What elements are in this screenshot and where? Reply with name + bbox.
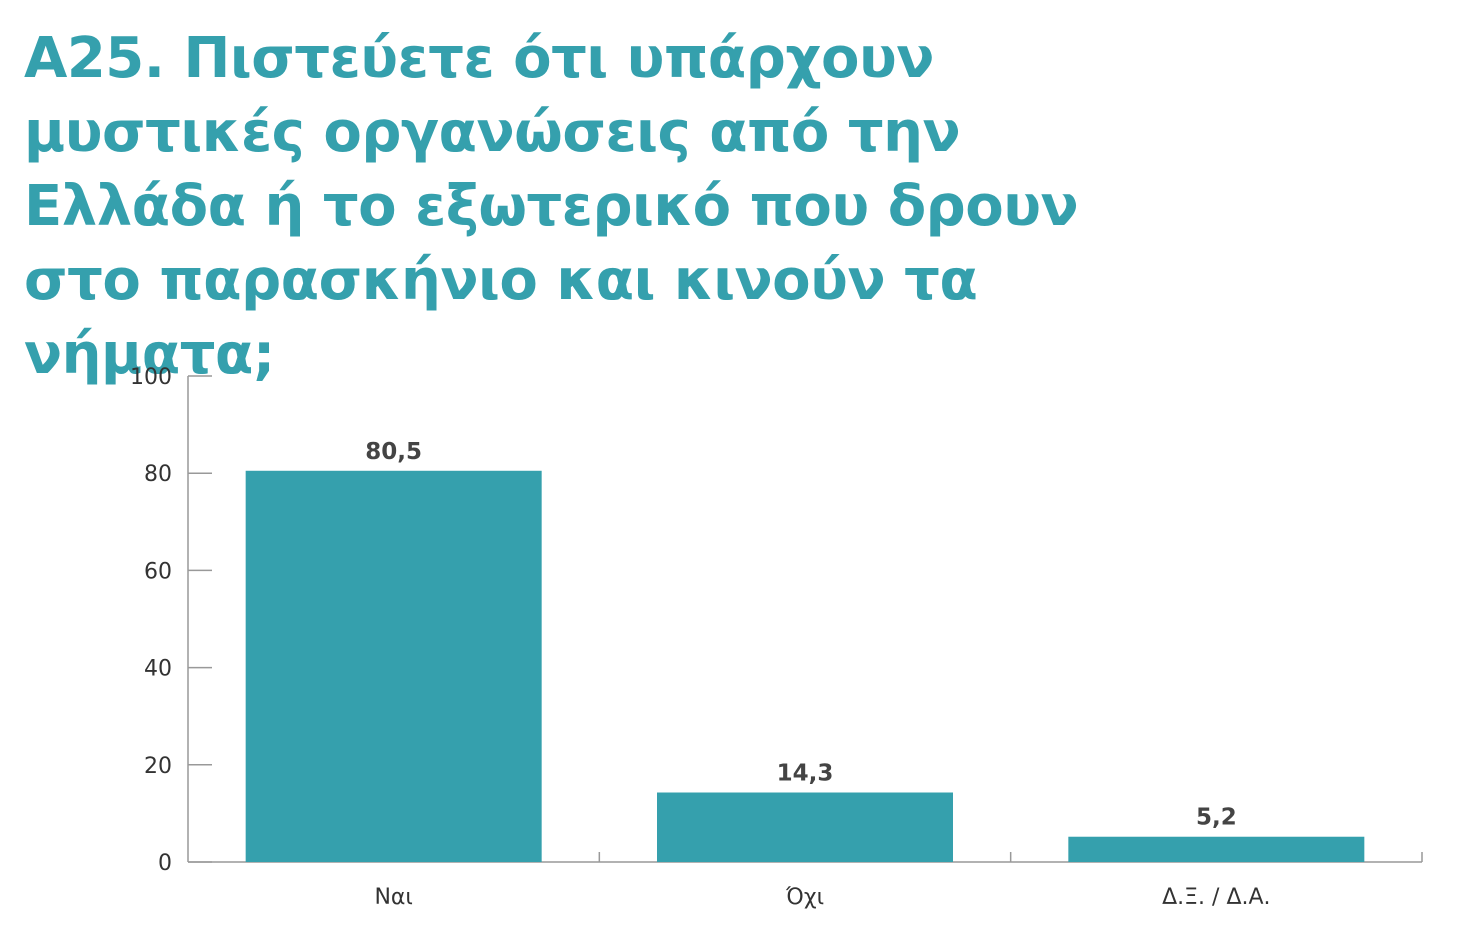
y-tick-label: 80: [144, 462, 172, 487]
x-category-label: Ναι: [374, 885, 412, 910]
y-tick-label: 40: [144, 657, 172, 682]
value-labels: 80,5 14,3 5,2: [365, 439, 1236, 831]
y-tick-label: 60: [144, 559, 172, 584]
bar-value-label: 14,3: [777, 761, 834, 787]
y-tick-label: 100: [130, 365, 172, 390]
x-category-label: Όχι: [785, 885, 824, 910]
bar: [1068, 836, 1365, 862]
y-axis: 0 20 40 60 80 100: [130, 365, 212, 876]
x-category-label: Δ.Ξ. / Δ.Α.: [1162, 885, 1270, 910]
y-tick-label: 20: [144, 754, 172, 779]
bar-value-label: 5,2: [1196, 805, 1237, 831]
chart-title: Α25. Πιστεύετε ότι υπάρχουν μυστικές οργ…: [24, 26, 1079, 387]
bars: [245, 470, 1365, 862]
bar: [245, 470, 542, 862]
bar: [657, 792, 953, 862]
bar-value-label: 80,5: [365, 439, 422, 465]
y-tick-label: 0: [158, 851, 172, 876]
